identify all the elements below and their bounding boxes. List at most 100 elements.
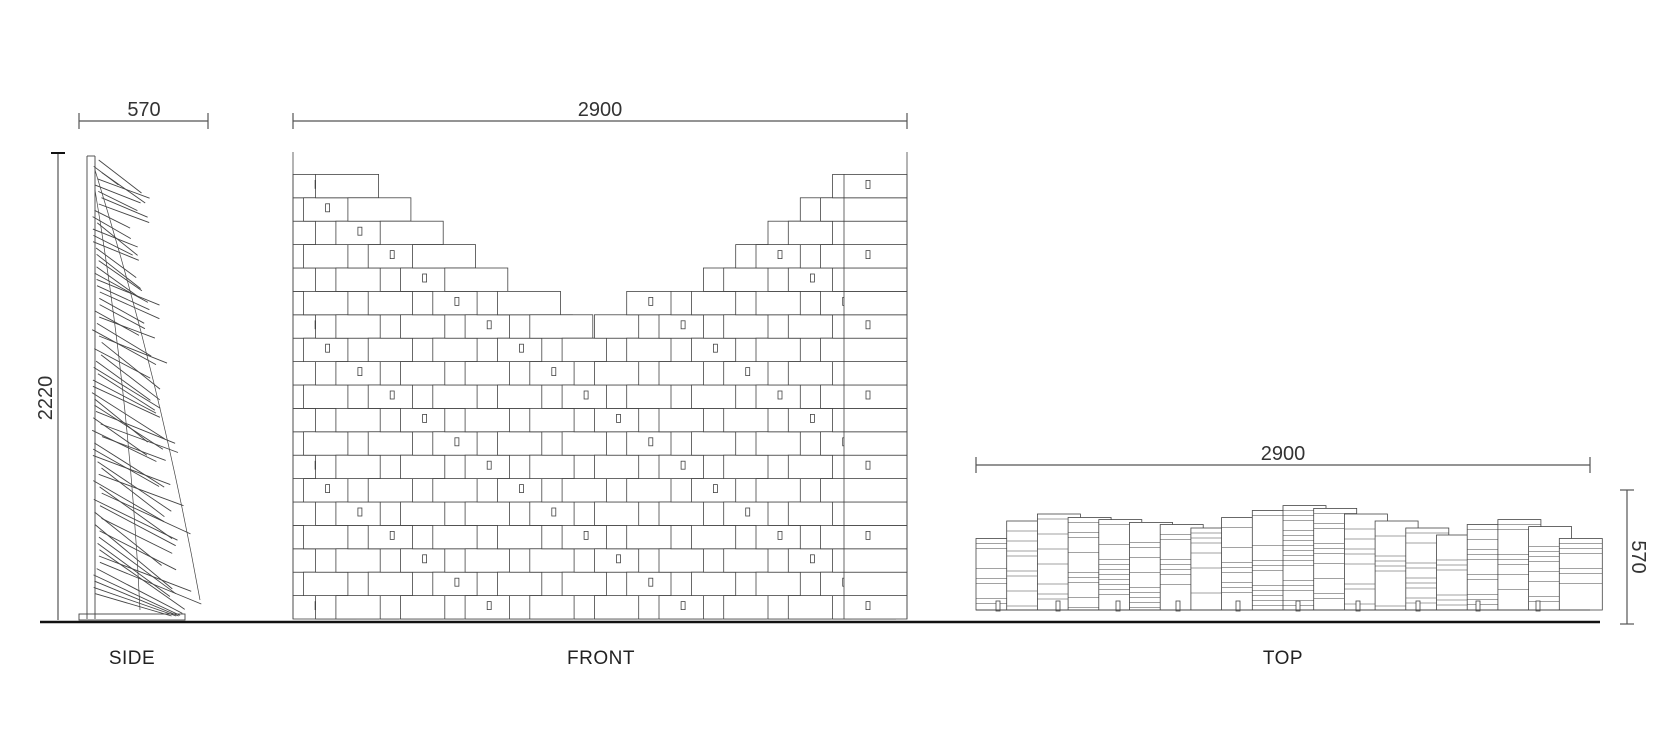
side-fin xyxy=(101,197,148,218)
side-fin xyxy=(99,486,173,539)
front-module xyxy=(315,173,380,199)
front-module-notch xyxy=(454,437,460,447)
top-column xyxy=(1235,600,1241,612)
front-module-notch xyxy=(865,460,871,470)
side-fin xyxy=(95,360,151,401)
front-module xyxy=(379,220,444,245)
side-fin xyxy=(91,392,165,440)
front-module-notch xyxy=(551,367,557,377)
front-module-notch xyxy=(454,577,460,587)
side-fin xyxy=(99,505,176,547)
side-fin xyxy=(97,461,172,512)
side-fin xyxy=(97,178,150,199)
side-profile xyxy=(78,155,202,621)
front-module-notch xyxy=(648,437,654,447)
side-fin xyxy=(94,442,165,488)
front-module xyxy=(843,173,908,199)
front-module-notch xyxy=(357,367,363,377)
top-width-dimension xyxy=(975,457,1591,473)
top-column xyxy=(1295,600,1301,612)
top-modules xyxy=(975,505,1603,612)
side-fin xyxy=(98,203,150,224)
front-module-notch xyxy=(422,413,428,423)
top-column xyxy=(1055,600,1061,612)
front-module-notch xyxy=(680,460,686,470)
front-module xyxy=(843,197,908,222)
front-module xyxy=(497,290,561,316)
front-module xyxy=(843,454,908,480)
top-column xyxy=(1355,600,1361,612)
top-depth-label: 570 xyxy=(1627,540,1649,573)
side-fin xyxy=(101,492,191,535)
front-module-notch xyxy=(865,179,871,189)
side-height-label: 2220 xyxy=(35,376,57,421)
side-fin xyxy=(94,272,149,303)
side-fin xyxy=(94,184,141,204)
side-fin xyxy=(92,379,157,414)
front-module-notch xyxy=(486,601,492,610)
side-fin xyxy=(99,291,160,320)
side-width-label: 570 xyxy=(127,99,160,121)
side-fin xyxy=(93,234,133,256)
front-module-notch xyxy=(648,577,654,587)
side-fin xyxy=(94,209,131,229)
side-fin xyxy=(100,423,179,453)
front-module xyxy=(412,244,476,269)
side-fin xyxy=(92,454,171,486)
side-fin xyxy=(93,586,177,617)
side-fin xyxy=(93,498,178,541)
front-module-notch xyxy=(777,390,783,400)
front-module-notch xyxy=(810,413,815,423)
front-module xyxy=(843,431,908,456)
side-fin xyxy=(94,310,140,336)
front-module-notch xyxy=(357,507,363,517)
front-module xyxy=(347,197,412,222)
side-fin xyxy=(94,580,179,617)
front-module xyxy=(843,337,908,363)
side-label: SIDE xyxy=(109,648,155,669)
front-view: 2900 FRONT xyxy=(292,99,908,669)
front-module-notch xyxy=(422,554,428,564)
side-fin xyxy=(97,543,171,597)
side-fin xyxy=(93,417,148,456)
side-fin xyxy=(97,373,156,411)
front-module xyxy=(843,384,908,409)
front-module xyxy=(843,548,908,573)
side-fin xyxy=(92,241,139,261)
side-fin xyxy=(92,216,132,239)
side-fin xyxy=(98,555,192,592)
front-module xyxy=(843,407,908,433)
front-module-notch xyxy=(583,390,589,400)
side-fin xyxy=(94,398,148,443)
front-module-notch xyxy=(357,226,363,236)
front-module-notch xyxy=(325,203,331,213)
front-module xyxy=(843,267,908,292)
top-column xyxy=(1115,600,1121,612)
side-fin xyxy=(98,159,142,194)
front-module-notch xyxy=(486,320,492,330)
front-module-notch xyxy=(616,413,621,423)
side-fin xyxy=(96,266,139,297)
side-fin xyxy=(100,354,160,401)
front-module-notch xyxy=(865,531,871,540)
side-fins xyxy=(91,159,202,617)
front-module-notch xyxy=(777,250,783,260)
front-module xyxy=(843,361,908,386)
front-module-notch xyxy=(865,320,871,330)
side-fin xyxy=(101,517,173,554)
front-module xyxy=(843,244,908,269)
front-module-notch xyxy=(745,507,751,517)
front-modules xyxy=(292,152,908,620)
side-fin xyxy=(101,172,146,204)
front-width-label: 2900 xyxy=(578,99,623,121)
top-view: 2900 570 TOP xyxy=(975,443,1649,669)
front-module-notch xyxy=(777,531,783,540)
top-column xyxy=(1175,600,1181,612)
side-fin xyxy=(95,410,176,444)
front-module-notch xyxy=(519,484,524,494)
front-module-notch xyxy=(680,320,686,330)
side-fin xyxy=(95,247,137,278)
top-depth-dimension xyxy=(1620,489,1634,625)
top-column xyxy=(1415,600,1421,612)
